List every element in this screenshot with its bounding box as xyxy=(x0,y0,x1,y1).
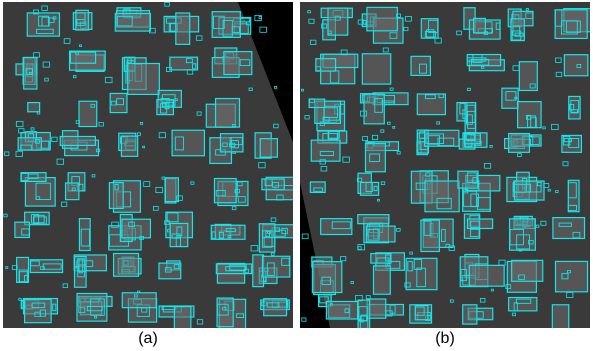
aerial-panel-b xyxy=(300,2,590,328)
aerial-panel-a xyxy=(3,2,293,328)
panel-b-caption: (b) xyxy=(435,330,455,347)
building-outline-overlay-a xyxy=(3,2,293,328)
panel-a-caption: (a) xyxy=(138,330,158,347)
building-outline-overlay-b xyxy=(300,2,590,328)
